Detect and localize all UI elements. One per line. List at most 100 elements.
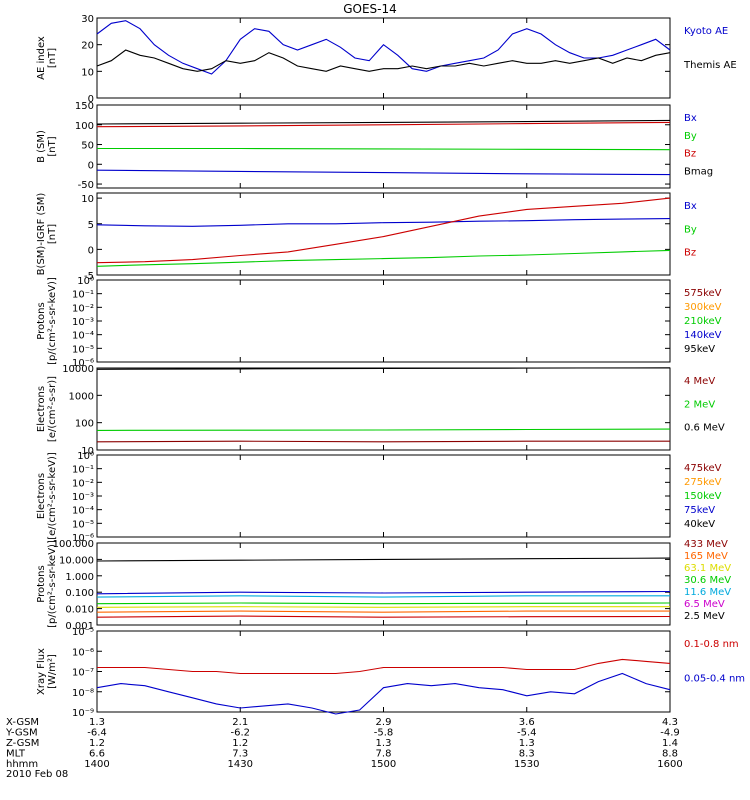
x-row-value: 1.4 — [662, 738, 678, 749]
x-row-value: 1430 — [228, 759, 253, 770]
x-row-label: hhmm — [6, 759, 38, 770]
y-axis-label: Electrons — [36, 386, 47, 432]
legend-entry: 140keV — [684, 330, 722, 341]
series-line — [96, 249, 671, 267]
y-axis-label: [nT] — [47, 136, 58, 156]
x-row-value: 2.9 — [376, 717, 392, 728]
legend-entry: 165 MeV — [684, 551, 728, 562]
series-line — [96, 590, 671, 595]
y-tick-label: 10⁻⁵ — [72, 344, 94, 355]
x-row-value: 4.3 — [662, 717, 678, 728]
panel-6: 10⁻⁶ 10⁻⁵ 10⁻⁴ 10⁻³ 10⁻² 10⁻¹ 10⁰ Electrons [e/(… — [36, 451, 722, 544]
y-tick-label: 10000 — [62, 364, 94, 375]
legend-entry: Kyoto AE — [684, 26, 728, 37]
x-row-value: 7.3 — [232, 749, 248, 760]
series-line — [96, 121, 671, 128]
legend-entry: 475keV — [684, 463, 722, 474]
series-line — [96, 672, 671, 715]
x-row-value: -5.8 — [374, 728, 394, 739]
y-tick-label: 10⁻⁶ — [72, 358, 94, 369]
y-axis-label: [e/(cm²-s-sr)] — [47, 376, 58, 442]
series-line — [97, 147, 671, 151]
y-tick-label: 10 — [81, 446, 94, 457]
y-axis-label: Protons — [36, 302, 47, 339]
x-row-value: -4.9 — [660, 728, 680, 739]
x-row-value: 1500 — [371, 759, 396, 770]
legend-entry: By — [684, 131, 697, 142]
x-row-value: 6.6 — [89, 749, 105, 760]
y-tick-label: 30 — [81, 14, 94, 25]
y-tick-label: 10⁻⁷ — [72, 668, 94, 679]
legend-entry: 2.5 MeV — [684, 611, 725, 622]
y-tick-label: 10⁻² — [72, 478, 94, 489]
y-tick-label: 10⁻⁴ — [72, 506, 94, 517]
y-tick-label: 0 — [88, 160, 94, 171]
y-tick-label: 10⁻⁴ — [72, 331, 94, 342]
legend-entry: 433 MeV — [684, 539, 728, 550]
plot-title: GOES-14 — [343, 2, 397, 16]
x-row-value: -6.4 — [87, 728, 107, 739]
series-line — [96, 615, 671, 618]
x-row-value: 1.2 — [232, 738, 248, 749]
legend-entry: 75keV — [684, 505, 715, 516]
panel-frame — [96, 454, 671, 538]
legend-entry: Bx — [684, 201, 697, 212]
y-tick-label: 10⁻³ — [72, 317, 94, 328]
series-line — [96, 557, 671, 562]
legend-entry: By — [684, 224, 697, 235]
legend-entry: 2 MeV — [684, 399, 715, 410]
x-row-value: 1400 — [84, 759, 109, 770]
series-line — [97, 658, 671, 675]
legend-entry: Bz — [684, 149, 696, 160]
panel-2: -50 0 50 100 150 B (SM) [nT] Bx By Bz Bmag — [36, 101, 713, 191]
legend-entry: 300keV — [684, 302, 722, 313]
x-row-value: 3.6 — [519, 717, 535, 728]
legend-entry: 210keV — [684, 316, 722, 327]
y-tick-label: 10⁻⁵ — [72, 519, 94, 530]
panel-1: 0 10 20 30 AE index [nT] Kyoto AE Themis AE — [36, 14, 737, 105]
legend-entry: 0.6 MeV — [684, 423, 725, 434]
panel-frame — [96, 104, 671, 189]
x-row-value: -5.4 — [517, 728, 537, 739]
panel-frame — [96, 279, 671, 363]
x-row-value: 1600 — [657, 759, 682, 770]
y-axis-label: [nT] — [47, 224, 58, 244]
y-tick-label: 10 — [81, 194, 94, 205]
y-axis-label: [W/m²] — [47, 654, 58, 689]
legend-entry: 575keV — [684, 288, 722, 299]
y-tick-label: 10 — [81, 67, 94, 78]
legend-entry: Bmag — [684, 166, 713, 177]
y-tick-label: 150 — [75, 101, 94, 112]
y-axis-label: [e/(cm²-s-sr-keV)] — [47, 452, 58, 540]
x-row-label: X-GSM — [6, 717, 39, 728]
y-tick-label: 10⁻⁶ — [72, 647, 94, 658]
legend-entry: 6.5 MeV — [684, 599, 725, 610]
y-axis-label: Electrons — [36, 473, 47, 519]
y-axis-label: [p/(cm²-s-sr-keV)] — [47, 540, 58, 628]
x-row-value: 2.1 — [232, 717, 248, 728]
x-row-value: 1.2 — [89, 738, 105, 749]
y-tick-label: 10.000 — [59, 555, 94, 566]
y-tick-label: 10⁻³ — [72, 492, 94, 503]
legend-entry: 4 MeV — [684, 376, 715, 387]
y-tick-label: 0 — [88, 245, 94, 256]
y-tick-label: 10⁰ — [77, 451, 94, 462]
series-line — [96, 197, 671, 264]
series-line — [96, 440, 670, 443]
x-row-label: Y-GSM — [5, 728, 38, 739]
x-date-label: 2010 Feb 08 — [6, 769, 68, 780]
x-axis-labels: X-GSM 1.3 2.1 2.9 3.6 4.3 Y-GSM -6.4 -6.2 -5.8 -5.… — [5, 717, 683, 780]
y-axis-label: B(SM)-IGRF (SM) — [36, 193, 47, 276]
y-tick-label: -5 — [84, 271, 94, 282]
panel-3: -5 0 5 10 B(SM)-IGRF (SM) [nT] Bx By Bz — [36, 192, 697, 282]
y-tick-label: 1000 — [69, 391, 94, 402]
y-tick-label: 100 — [75, 121, 94, 132]
series-line — [96, 428, 671, 431]
x-row-value: 1.3 — [89, 717, 105, 728]
series-line — [96, 367, 671, 370]
legend-entry: 275keV — [684, 477, 722, 488]
x-row-label: MLT — [6, 749, 26, 760]
panel-8: 10⁻⁹ 10⁻⁸ 10⁻⁷ 10⁻⁶ 10⁻⁵ Xray Flux [W/m²] 0.1-0… — [36, 627, 745, 719]
legend-entry: 150keV — [684, 491, 722, 502]
